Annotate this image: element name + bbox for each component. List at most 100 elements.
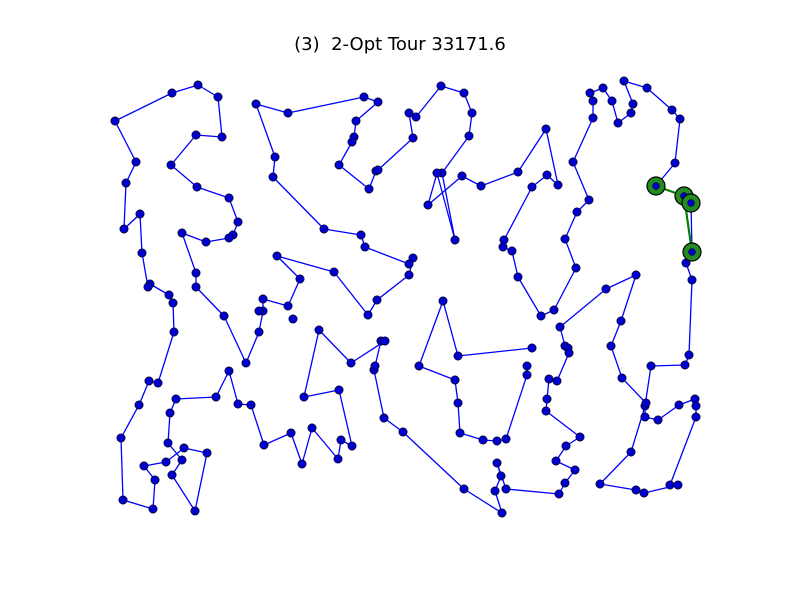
city-node	[595, 479, 605, 489]
tour-edge	[120, 437, 124, 501]
tour-edge	[172, 302, 175, 333]
city-node	[314, 325, 324, 335]
tour-edge	[545, 410, 581, 438]
city-node	[639, 488, 649, 498]
city-node	[283, 301, 293, 311]
city-node	[675, 114, 685, 124]
tour-edge	[457, 402, 461, 434]
city-node	[359, 92, 369, 102]
city-node	[299, 392, 309, 402]
city-node	[272, 251, 282, 261]
city-node	[153, 378, 163, 388]
city-node	[438, 296, 448, 306]
city-node	[268, 172, 278, 182]
city-node	[165, 408, 175, 418]
city-node	[560, 234, 570, 244]
tour-edges	[114, 80, 697, 514]
city-node	[490, 486, 500, 496]
city-node	[233, 399, 243, 409]
tour-edge	[303, 389, 340, 398]
city-node	[522, 361, 532, 371]
city-node	[588, 96, 598, 106]
tour-edge	[255, 103, 276, 158]
city-node	[270, 152, 280, 162]
city-node	[346, 358, 356, 368]
extra-edges	[418, 300, 533, 442]
tour-edge	[217, 96, 223, 138]
tour-edge	[621, 377, 647, 404]
city-node	[601, 284, 611, 294]
city-node	[536, 311, 546, 321]
tour-edge	[505, 374, 528, 440]
city-node	[191, 130, 201, 140]
city-node	[373, 97, 383, 107]
city-node	[646, 361, 656, 371]
city-node	[459, 484, 469, 494]
tour-edge	[688, 279, 693, 356]
city-node	[542, 394, 552, 404]
tour-edge	[463, 488, 503, 514]
city-node	[673, 480, 683, 490]
city-node	[459, 88, 469, 98]
city-node	[568, 157, 578, 167]
city-node	[193, 80, 203, 90]
city-node	[626, 447, 636, 457]
city-node	[251, 99, 261, 109]
city-node	[584, 195, 594, 205]
city-node	[691, 412, 701, 422]
tour-edge	[250, 404, 265, 446]
city-node	[598, 83, 608, 93]
city-node	[665, 480, 675, 490]
city-node	[211, 392, 221, 402]
city-node	[356, 230, 366, 240]
tour-edge	[441, 135, 470, 174]
city-node	[150, 475, 160, 485]
city-node	[219, 311, 229, 321]
city-node	[527, 182, 537, 192]
city-node	[553, 180, 563, 190]
tour-edge	[301, 427, 313, 465]
city-node	[513, 272, 523, 282]
city-node	[687, 275, 697, 285]
tour-edge	[650, 364, 686, 367]
tour-edge	[427, 175, 463, 206]
tour-edge	[215, 370, 230, 398]
city-node	[380, 336, 390, 346]
city-node	[617, 373, 627, 383]
city-node	[398, 427, 408, 437]
city-node	[541, 124, 551, 134]
city-node	[585, 88, 595, 98]
highlight-node-center	[688, 248, 696, 256]
city-node	[522, 370, 532, 380]
city-node	[457, 171, 467, 181]
city-node	[224, 366, 234, 376]
tour-nodes	[110, 76, 701, 518]
city-node	[224, 193, 234, 203]
tour-edge	[122, 499, 154, 510]
city-node	[626, 108, 636, 118]
city-node	[217, 132, 227, 142]
city-node	[501, 434, 511, 444]
tour-edge	[303, 329, 320, 398]
city-node	[347, 441, 357, 451]
city-node	[334, 160, 344, 170]
tour-edge	[505, 488, 560, 495]
city-node	[631, 485, 641, 495]
tour-edge	[139, 213, 143, 254]
city-node	[119, 224, 129, 234]
city-node	[404, 259, 414, 269]
tour-edge	[564, 211, 578, 240]
city-node	[560, 478, 570, 488]
tour-edge	[553, 267, 577, 311]
tour-edge	[572, 117, 594, 163]
highlight-node-center	[687, 199, 695, 207]
tour-edge	[669, 416, 697, 486]
tour-edge	[545, 128, 559, 186]
city-node	[607, 96, 617, 106]
tour-edge	[457, 347, 533, 357]
city-node	[588, 113, 598, 123]
city-node	[674, 400, 684, 410]
city-node	[110, 116, 120, 126]
city-node	[551, 456, 561, 466]
